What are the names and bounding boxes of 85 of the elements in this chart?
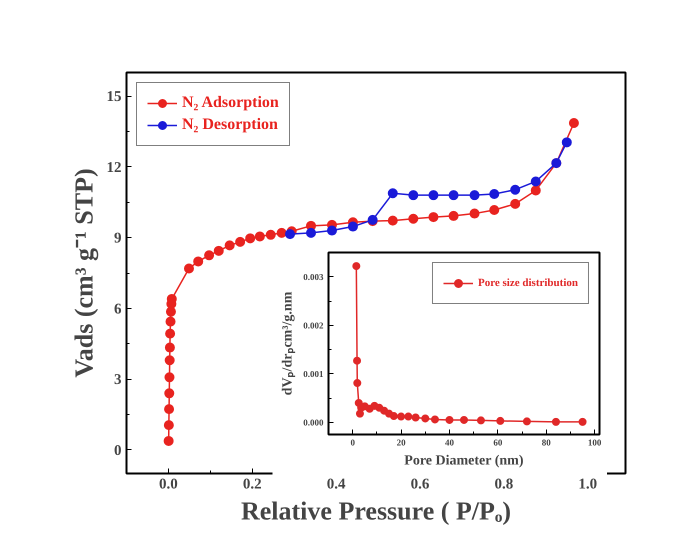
point xyxy=(353,356,362,365)
x-tick-label: 0.6 xyxy=(410,476,430,492)
y-tick-label: 15 xyxy=(106,89,122,106)
point xyxy=(306,228,316,238)
point xyxy=(326,226,337,236)
point xyxy=(388,216,398,226)
point xyxy=(285,229,296,240)
point xyxy=(164,342,175,353)
point xyxy=(412,414,420,422)
x-axis-title: Pore Diameter (nm) xyxy=(404,454,524,468)
point xyxy=(530,176,541,186)
point xyxy=(470,208,480,219)
point xyxy=(510,184,520,195)
point xyxy=(164,388,174,398)
x-tick-label: 0.2 xyxy=(242,476,262,492)
point xyxy=(562,137,572,148)
point xyxy=(224,240,235,250)
point xyxy=(164,436,174,446)
legend-label: N₂ Desorption xyxy=(182,116,278,134)
point xyxy=(164,372,174,382)
x-tick-label: 100 xyxy=(588,438,602,448)
y-axis-title: dVₚ/drₚcm³/g.nm xyxy=(280,291,296,396)
point xyxy=(388,188,398,198)
point xyxy=(235,236,246,247)
point xyxy=(530,185,541,196)
legend-label: N₂ Adsorption xyxy=(182,94,279,112)
point xyxy=(578,418,587,426)
point xyxy=(522,417,531,426)
point xyxy=(428,190,438,200)
point xyxy=(266,230,276,240)
point xyxy=(204,250,214,260)
point xyxy=(390,412,398,420)
x-tick-label: 60 xyxy=(493,438,503,448)
y-tick-label: 3 xyxy=(114,372,122,388)
x-tick-label: 0.0 xyxy=(159,476,178,492)
point xyxy=(552,418,560,426)
point xyxy=(164,404,174,414)
point xyxy=(460,416,468,424)
y-tick-label: 0.002 xyxy=(303,320,324,330)
point xyxy=(496,416,504,425)
point xyxy=(448,190,459,200)
point xyxy=(348,222,358,232)
x-tick-label: 0.4 xyxy=(326,476,346,492)
x-tick-label: 0.8 xyxy=(494,476,514,492)
point xyxy=(476,416,485,424)
point xyxy=(193,256,204,266)
point xyxy=(404,412,412,421)
y-tick-label: 0.000 xyxy=(303,417,324,428)
point xyxy=(254,231,265,242)
y-tick-label: 0.003 xyxy=(303,272,324,282)
x-tick-label: 40 xyxy=(444,438,454,448)
y-tick-label: 12 xyxy=(106,160,122,176)
point xyxy=(448,210,459,221)
point xyxy=(353,379,362,388)
point xyxy=(568,118,579,128)
point xyxy=(166,316,176,327)
x-tick-label: 0 xyxy=(350,438,356,448)
point xyxy=(489,205,500,216)
point xyxy=(214,246,224,256)
point xyxy=(408,214,418,224)
point xyxy=(165,328,176,339)
x-axis-title: Relative Pressure ( P/Pₒ) xyxy=(240,496,512,526)
legend-label: Pore size distribution xyxy=(478,277,578,289)
y-tick-label: 0.001 xyxy=(303,368,324,379)
point xyxy=(408,190,418,200)
point xyxy=(164,355,175,366)
point xyxy=(430,415,439,424)
point xyxy=(428,212,438,222)
point xyxy=(184,264,194,274)
point xyxy=(421,414,430,422)
x-tick-label: 20 xyxy=(396,438,406,448)
point xyxy=(397,412,406,421)
point xyxy=(164,420,174,430)
y-tick-label: 9 xyxy=(114,230,122,247)
point xyxy=(489,188,500,199)
point xyxy=(245,233,256,244)
point xyxy=(276,228,287,238)
x-tick-label: 1.0 xyxy=(578,476,598,492)
point xyxy=(510,198,520,209)
y-axis-title: Vads (cm³ g⁻¹ STP) xyxy=(70,168,98,378)
point xyxy=(352,262,360,270)
x-tick-label: 80 xyxy=(542,438,552,448)
y-tick-label: 6 xyxy=(114,301,122,318)
point xyxy=(470,190,480,200)
point xyxy=(445,416,454,424)
